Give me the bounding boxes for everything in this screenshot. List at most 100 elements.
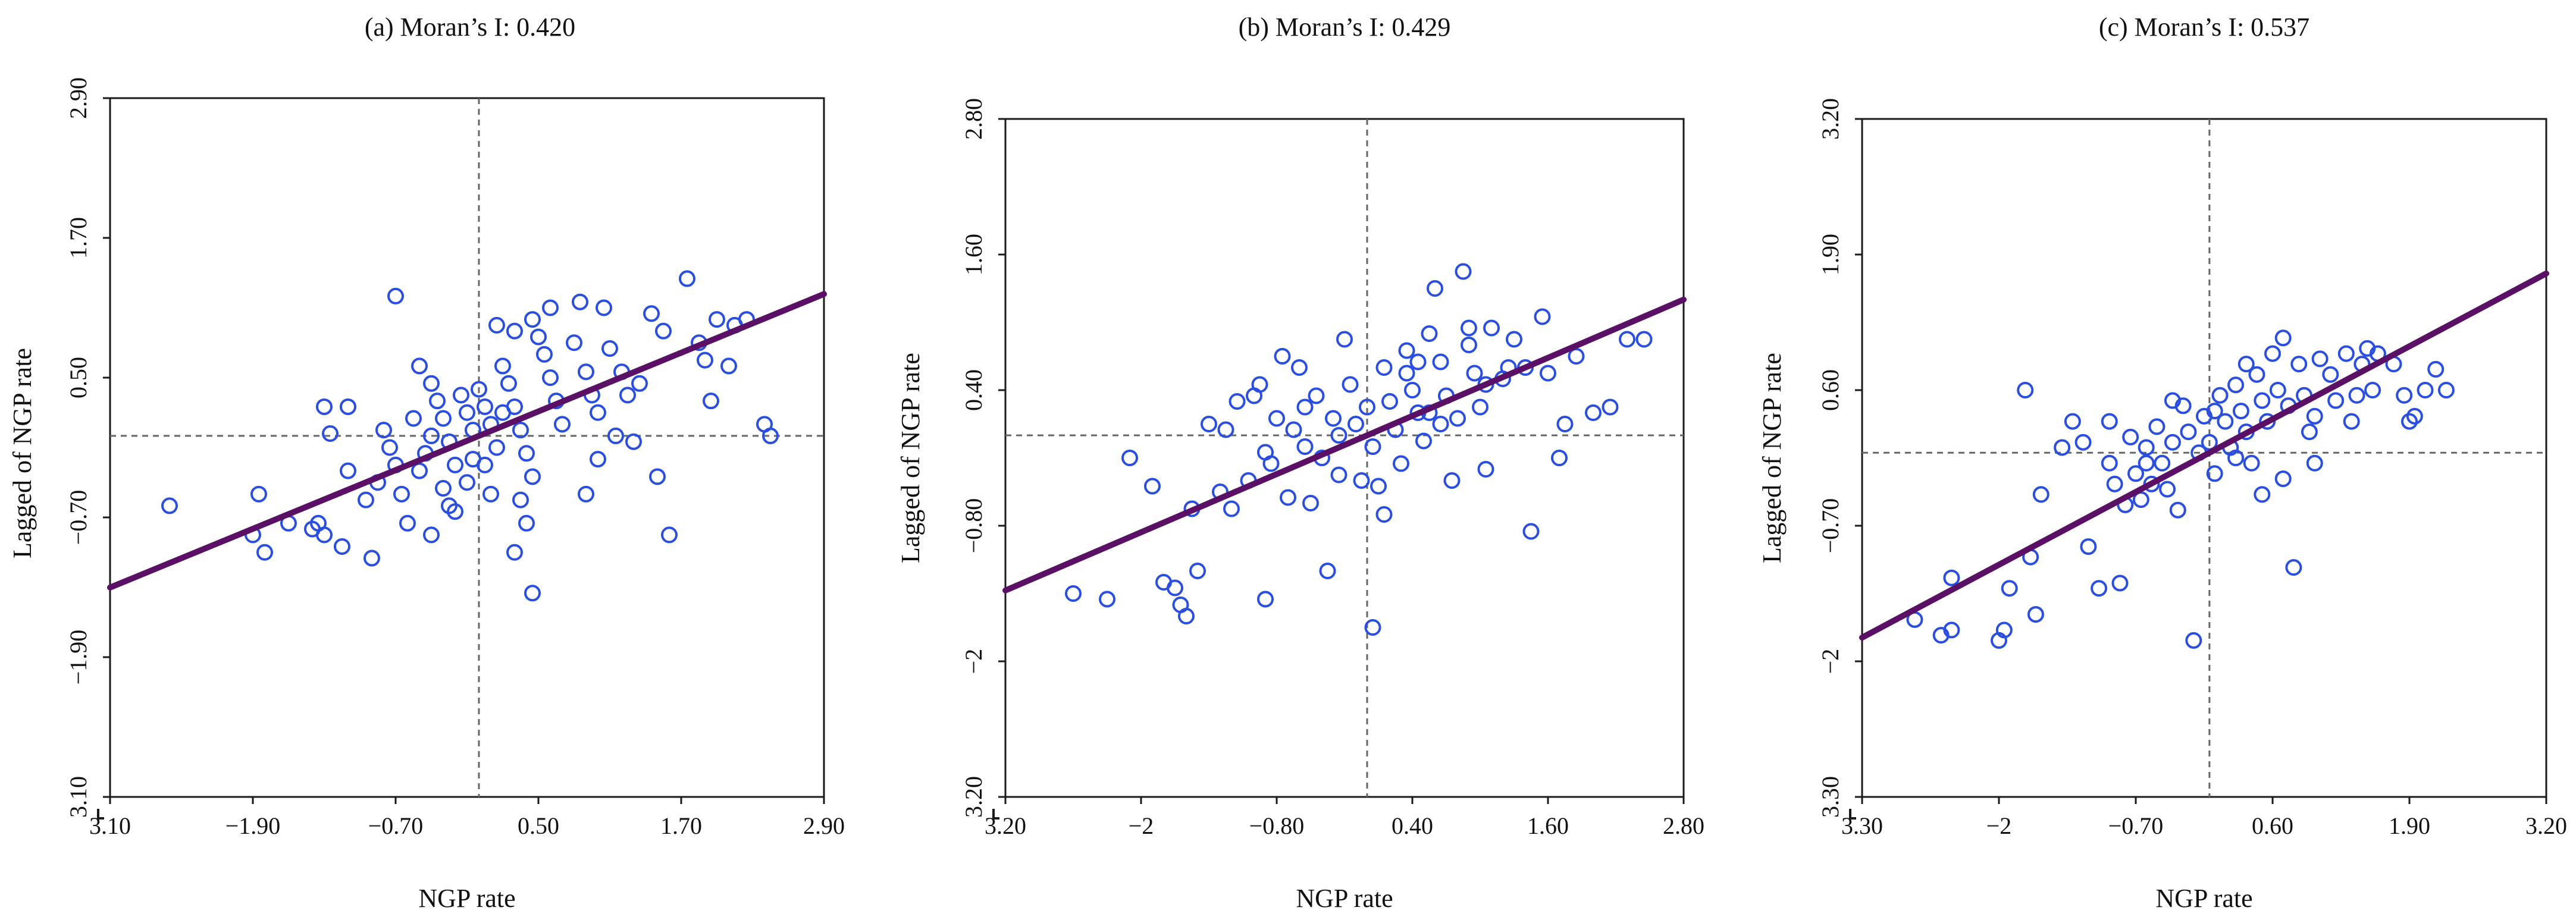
scatter-point: [1336, 331, 1353, 348]
scatter-points: [1906, 329, 2455, 649]
x-tick-label: −2: [1986, 812, 2012, 839]
scatter-point: [471, 381, 487, 398]
scatter-point: [530, 328, 547, 346]
scatter-point: [1347, 416, 1364, 432]
scatter-point: [2101, 454, 2118, 472]
scatter-point: [1223, 500, 1240, 517]
scatter-point: [2254, 392, 2271, 409]
scatter-point: [2206, 465, 2223, 482]
scatter-point: [1506, 331, 1522, 348]
scatter-point: [2032, 486, 2049, 503]
scatter-point: [310, 514, 327, 532]
scatter-point: [518, 445, 535, 462]
scatter-point: [720, 357, 737, 375]
x-tick-label: 3.10: [89, 812, 131, 839]
scatter-point: [2306, 407, 2323, 425]
scatter-point: [1393, 455, 1409, 472]
scatter-point: [393, 485, 410, 503]
scatter-point: [2274, 329, 2292, 347]
scatter-point: [2427, 360, 2445, 378]
scatter-point: [1943, 569, 1960, 586]
scatter-point: [1144, 478, 1161, 495]
scatter-point: [2206, 403, 2223, 420]
scatter-point: [423, 526, 440, 544]
x-tick-label: 0.60: [2252, 812, 2293, 839]
y-tick-label: 2.80: [960, 98, 987, 140]
scatter-point: [607, 427, 624, 444]
scatter-point: [2237, 356, 2255, 373]
regression-line: [1002, 296, 1687, 594]
scatter-point: [1201, 416, 1217, 432]
scatter-point: [399, 514, 416, 532]
scatter-point: [340, 462, 356, 479]
scatter-point: [2337, 345, 2355, 362]
scatter-point: [2180, 423, 2197, 441]
scatter-point: [1251, 376, 1268, 393]
corner-mark: [1849, 809, 1856, 820]
scatter-point: [1477, 461, 1494, 478]
scatter-point: [2111, 574, 2129, 592]
x-tick-label: −0.80: [1249, 812, 1305, 839]
scatter-point: [2227, 450, 2245, 466]
scatter-point: [590, 404, 606, 421]
y-tick-label: 1.70: [65, 217, 92, 259]
scatter-point: [2227, 376, 2245, 394]
scatter-point: [2091, 580, 2108, 597]
scatter-point: [512, 422, 529, 439]
scatter-point: [2264, 345, 2281, 362]
scatter-point: [488, 439, 505, 456]
scatter-point: [572, 293, 588, 310]
scatter-point: [1443, 472, 1461, 489]
scatter-point: [1121, 450, 1138, 466]
scatter-point: [1461, 319, 1477, 337]
scatter-point: [661, 526, 678, 544]
scatter-point: [1995, 621, 2013, 639]
scatter-point: [566, 334, 582, 351]
panel-a: (a) Moran’s I: 0.420 3.10 −1.90 −0.70 0.50 1.…: [8, 12, 845, 913]
scatter-point: [1308, 387, 1325, 404]
scatter-point: [1319, 563, 1336, 579]
scatter-point: [2343, 413, 2360, 430]
y-axis-label: Lagged of NGP rate: [1757, 353, 1787, 563]
scatter-point: [590, 451, 606, 468]
scatter-point: [542, 299, 559, 316]
y-tick-label: 0.40: [960, 369, 987, 411]
x-axis-label: NGP rate: [418, 884, 515, 913]
scatter-point: [578, 363, 594, 381]
scatter-point: [2185, 632, 2202, 649]
scatter-point: [578, 485, 594, 503]
y-tick-label: 1.90: [1817, 234, 1844, 275]
scatter-point: [1359, 398, 1375, 416]
scatter-point: [1268, 410, 1285, 427]
x-tick-label: 2.80: [1663, 812, 1704, 839]
scatter-point: [1189, 563, 1206, 579]
scatter-point: [1421, 325, 1438, 342]
scatter-point: [1398, 365, 1415, 382]
scatter-point: [2080, 538, 2097, 555]
scatter-point: [435, 480, 452, 497]
scatter-point: [2254, 486, 2271, 503]
scatter-point: [1472, 398, 1488, 416]
scatter-point: [2027, 606, 2044, 623]
scatter-point: [1302, 495, 1319, 511]
scatter-point: [375, 422, 392, 439]
scatter-point: [1280, 489, 1296, 506]
scatter-point: [1364, 619, 1381, 636]
chart-title: (a) Moran’s I: 0.420: [365, 12, 575, 42]
scatter-point: [1167, 579, 1183, 597]
scatter-point: [423, 375, 440, 392]
scatter-point: [1065, 585, 1082, 602]
scatter-point: [1585, 404, 1602, 421]
x-tick-label: 2.90: [803, 812, 845, 839]
scatter-point: [1291, 359, 1308, 376]
scatter-point: [1415, 432, 1432, 450]
scatter-point: [1522, 523, 1540, 540]
chart-title: (c) Moran’s I: 0.537: [2099, 12, 2309, 42]
x-tick-label: 3.30: [1841, 812, 1883, 839]
scatter-point: [2401, 413, 2418, 430]
regression-line: [1859, 270, 2549, 641]
scatter-point: [1274, 348, 1291, 365]
scatter-point: [542, 369, 559, 386]
scatter-point: [1534, 308, 1551, 325]
